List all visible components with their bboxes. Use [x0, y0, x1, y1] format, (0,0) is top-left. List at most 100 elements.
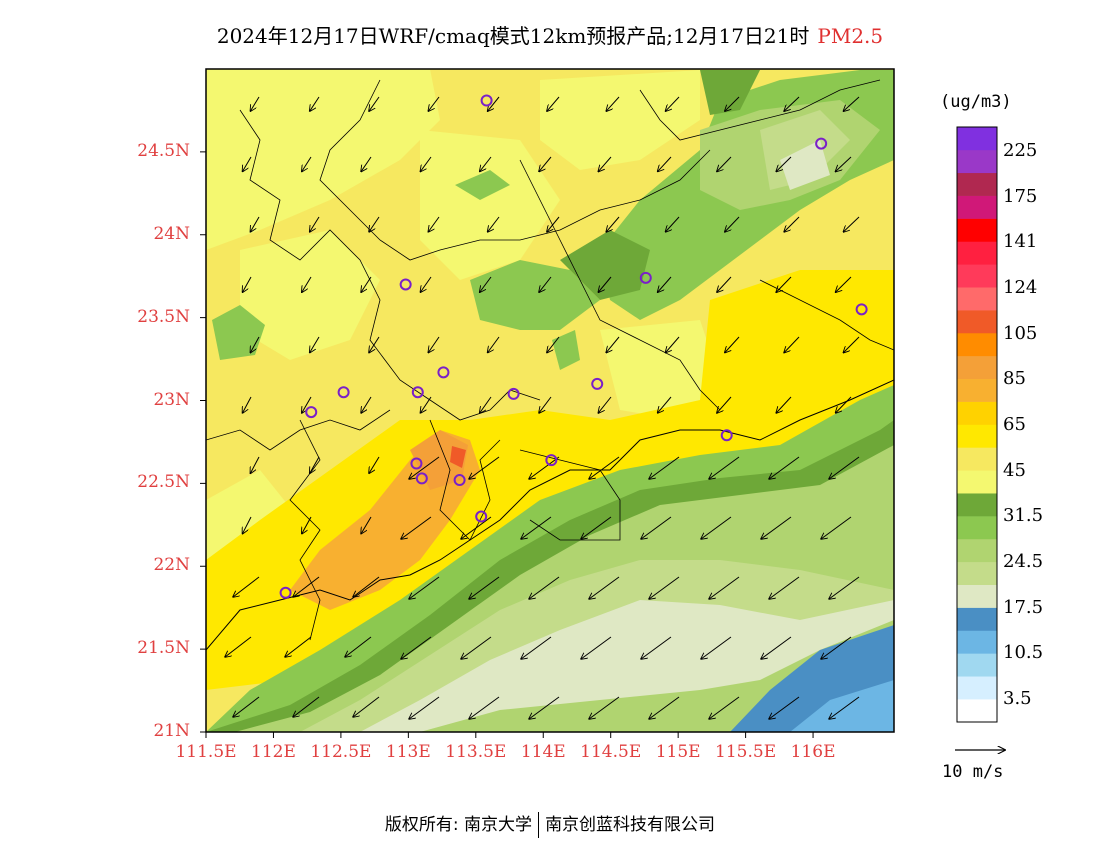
colorbar-swatch [957, 607, 997, 631]
station-marker [279, 586, 292, 599]
wind-arrow [242, 276, 252, 292]
wind-arrow [242, 156, 252, 172]
station-marker [415, 472, 428, 485]
wind-reference-label: 10 m/s [942, 762, 1004, 782]
wind-arrow [836, 396, 852, 413]
wind-arrow [776, 276, 792, 292]
wind-arrow [829, 456, 860, 479]
wind-arrow [843, 96, 860, 111]
lat-label: 22N [153, 555, 190, 576]
footer-copyright: 版权所有: 南京大学 [384, 815, 533, 835]
wind-arrow [843, 216, 860, 232]
wind-arrow [521, 636, 552, 659]
station-marker [815, 137, 828, 150]
wind-arrow [310, 96, 320, 111]
wind-arrow [658, 396, 672, 413]
colorbar [956, 126, 998, 723]
wind-arrow [428, 216, 440, 232]
colorbar-swatch [957, 332, 997, 357]
colorbar-swatch [957, 424, 997, 448]
lon-label: 113.5E [445, 742, 507, 762]
colorbar-label: 17.5 [1003, 596, 1044, 618]
wind-arrow [250, 456, 260, 473]
chart-title: 2024年12月17日WRF/cmaq模式12km预报产品;12月17日21时 P… [0, 20, 1100, 49]
wind-arrow [353, 576, 380, 597]
wind-arrow [598, 156, 612, 172]
colorbar-label: 124 [1003, 277, 1038, 298]
wind-arrow [302, 276, 312, 292]
colorbar-swatch [957, 470, 997, 494]
wind-arrow [302, 156, 312, 172]
wind-arrow [606, 96, 620, 111]
wind-arrow [784, 216, 800, 232]
wind-arrow [529, 456, 560, 479]
wind-arrow [310, 216, 320, 232]
footer: 版权所有: 南京大学 南京创蓝科技有限公司 [0, 810, 1100, 838]
wind-vectors [225, 96, 860, 719]
wind-arrow [641, 516, 672, 539]
lon-label: 111.5E [175, 742, 237, 762]
colorbar-swatch [957, 699, 997, 723]
wind-arrow [666, 336, 680, 353]
wind-arrow [293, 576, 320, 597]
wind-arrow [401, 636, 432, 659]
wind-arrow [761, 636, 792, 659]
colorbar-swatch [957, 538, 997, 563]
wind-arrow [769, 696, 800, 719]
wind-arrow [369, 216, 380, 232]
wind-arrow [233, 696, 260, 717]
lat-label: 21.5N [137, 638, 190, 659]
wind-arrow [709, 576, 740, 599]
wind-arrow [606, 216, 620, 232]
colorbar-swatch [957, 378, 997, 402]
wind-arrow [701, 636, 732, 659]
lon-label: 112E [251, 742, 296, 762]
colorbar-label: 225 [1003, 140, 1038, 161]
wind-arrow [242, 396, 252, 413]
station-marker [720, 429, 733, 442]
station-marker [453, 474, 466, 487]
wind-arrow [529, 576, 560, 599]
wind-arrow [761, 516, 792, 539]
wind-arrow [769, 456, 800, 479]
wind-arrow [529, 696, 560, 719]
colorbar-swatch [957, 149, 997, 174]
wind-arrow [666, 216, 680, 232]
wind-arrow [302, 396, 312, 413]
colorbar-swatch [957, 676, 997, 700]
lon-label: 112.5E [310, 742, 372, 762]
axis-ticks [200, 151, 814, 738]
station-marker [337, 386, 350, 399]
wind-arrow [285, 636, 312, 657]
wind-arrow [461, 516, 492, 539]
wind-arrow [361, 516, 372, 534]
wind-arrow [361, 396, 372, 413]
wind-arrow [649, 456, 680, 479]
wind-arrow [293, 696, 320, 717]
wind-arrow [581, 636, 612, 659]
wind-arrow [658, 156, 672, 172]
wind-arrow [461, 636, 492, 659]
wind-arrow [666, 96, 680, 111]
wind-arrow [836, 156, 852, 172]
colorbar-swatch [957, 172, 997, 196]
wind-arrow [829, 576, 860, 599]
title-main: 2024年12月17日WRF/cmaq模式12km预报产品;12月17日21时 [216, 24, 810, 48]
wind-arrow [361, 276, 372, 292]
wind-arrow [598, 276, 612, 292]
wind-arrow [589, 456, 620, 479]
wind-arrow [233, 576, 260, 597]
wind-arrow [539, 396, 552, 413]
wind-arrow [658, 276, 672, 292]
map-field [206, 69, 894, 732]
wind-arrow [428, 336, 440, 353]
wind-arrow [547, 336, 560, 353]
wind-arrow [225, 636, 252, 657]
wind-arrow [725, 96, 740, 111]
colorbar-swatch [957, 447, 997, 471]
wind-arrow [480, 276, 492, 292]
station-marker [305, 406, 318, 419]
wind-arrow [725, 216, 740, 232]
wind-arrow [784, 96, 800, 111]
wind-arrow [480, 396, 492, 413]
